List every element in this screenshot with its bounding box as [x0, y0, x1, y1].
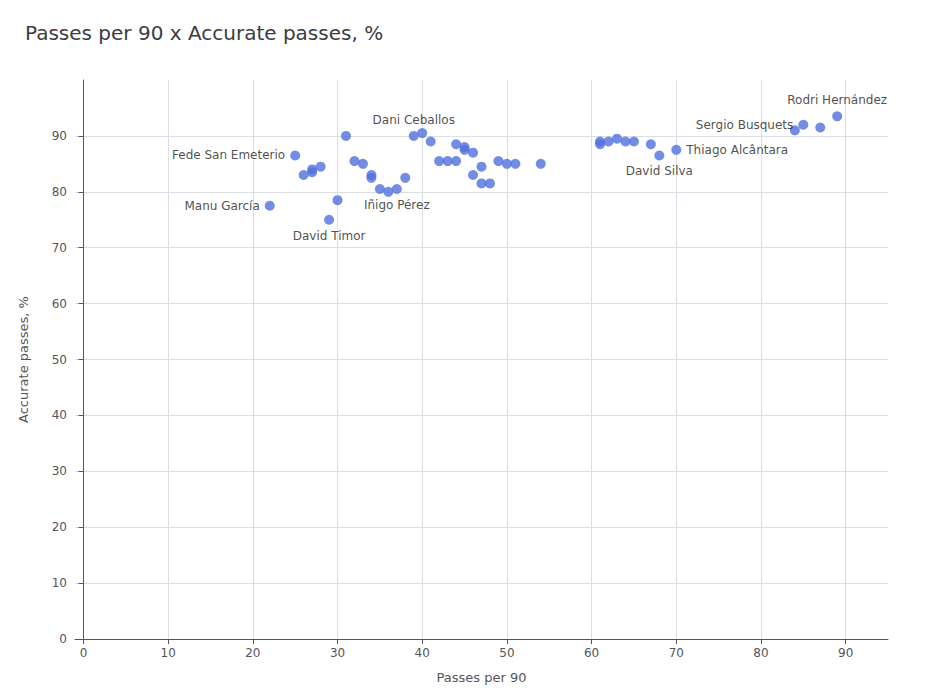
svg-text:40: 40 — [52, 408, 67, 422]
svg-text:Passes per 90: Passes per 90 — [437, 670, 527, 685]
svg-text:Passes per 90 x Accurate passe: Passes per 90 x Accurate passes, % — [25, 21, 383, 45]
svg-text:60: 60 — [52, 297, 67, 311]
svg-text:50: 50 — [52, 353, 67, 367]
svg-text:Dani Ceballos: Dani Ceballos — [373, 113, 455, 127]
svg-text:Manu García: Manu García — [184, 199, 259, 213]
svg-text:70: 70 — [52, 241, 67, 255]
svg-text:0: 0 — [80, 646, 88, 660]
svg-text:40: 40 — [415, 646, 430, 660]
svg-text:80: 80 — [753, 646, 768, 660]
svg-text:50: 50 — [499, 646, 514, 660]
svg-text:Fede San Emeterio: Fede San Emeterio — [172, 148, 285, 162]
svg-text:90: 90 — [52, 129, 67, 143]
svg-text:Thiago Alcântara: Thiago Alcântara — [685, 143, 788, 157]
svg-text:60: 60 — [584, 646, 599, 660]
svg-text:20: 20 — [52, 520, 67, 534]
svg-text:20: 20 — [245, 646, 260, 660]
svg-text:30: 30 — [52, 464, 67, 478]
svg-text:David Timor: David Timor — [293, 229, 366, 243]
svg-text:90: 90 — [838, 646, 853, 660]
svg-text:80: 80 — [52, 185, 67, 199]
svg-text:Sergio Busquets: Sergio Busquets — [696, 118, 793, 132]
svg-text:Rodri Hernández: Rodri Hernández — [787, 93, 887, 107]
svg-text:David Silva: David Silva — [626, 164, 693, 178]
svg-text:70: 70 — [669, 646, 684, 660]
svg-text:10: 10 — [161, 646, 176, 660]
svg-text:Accurate passes, %: Accurate passes, % — [16, 296, 31, 423]
svg-text:30: 30 — [330, 646, 345, 660]
svg-text:Iñigo Pérez: Iñigo Pérez — [364, 198, 430, 212]
svg-text:10: 10 — [52, 576, 67, 590]
svg-text:0: 0 — [59, 632, 67, 646]
